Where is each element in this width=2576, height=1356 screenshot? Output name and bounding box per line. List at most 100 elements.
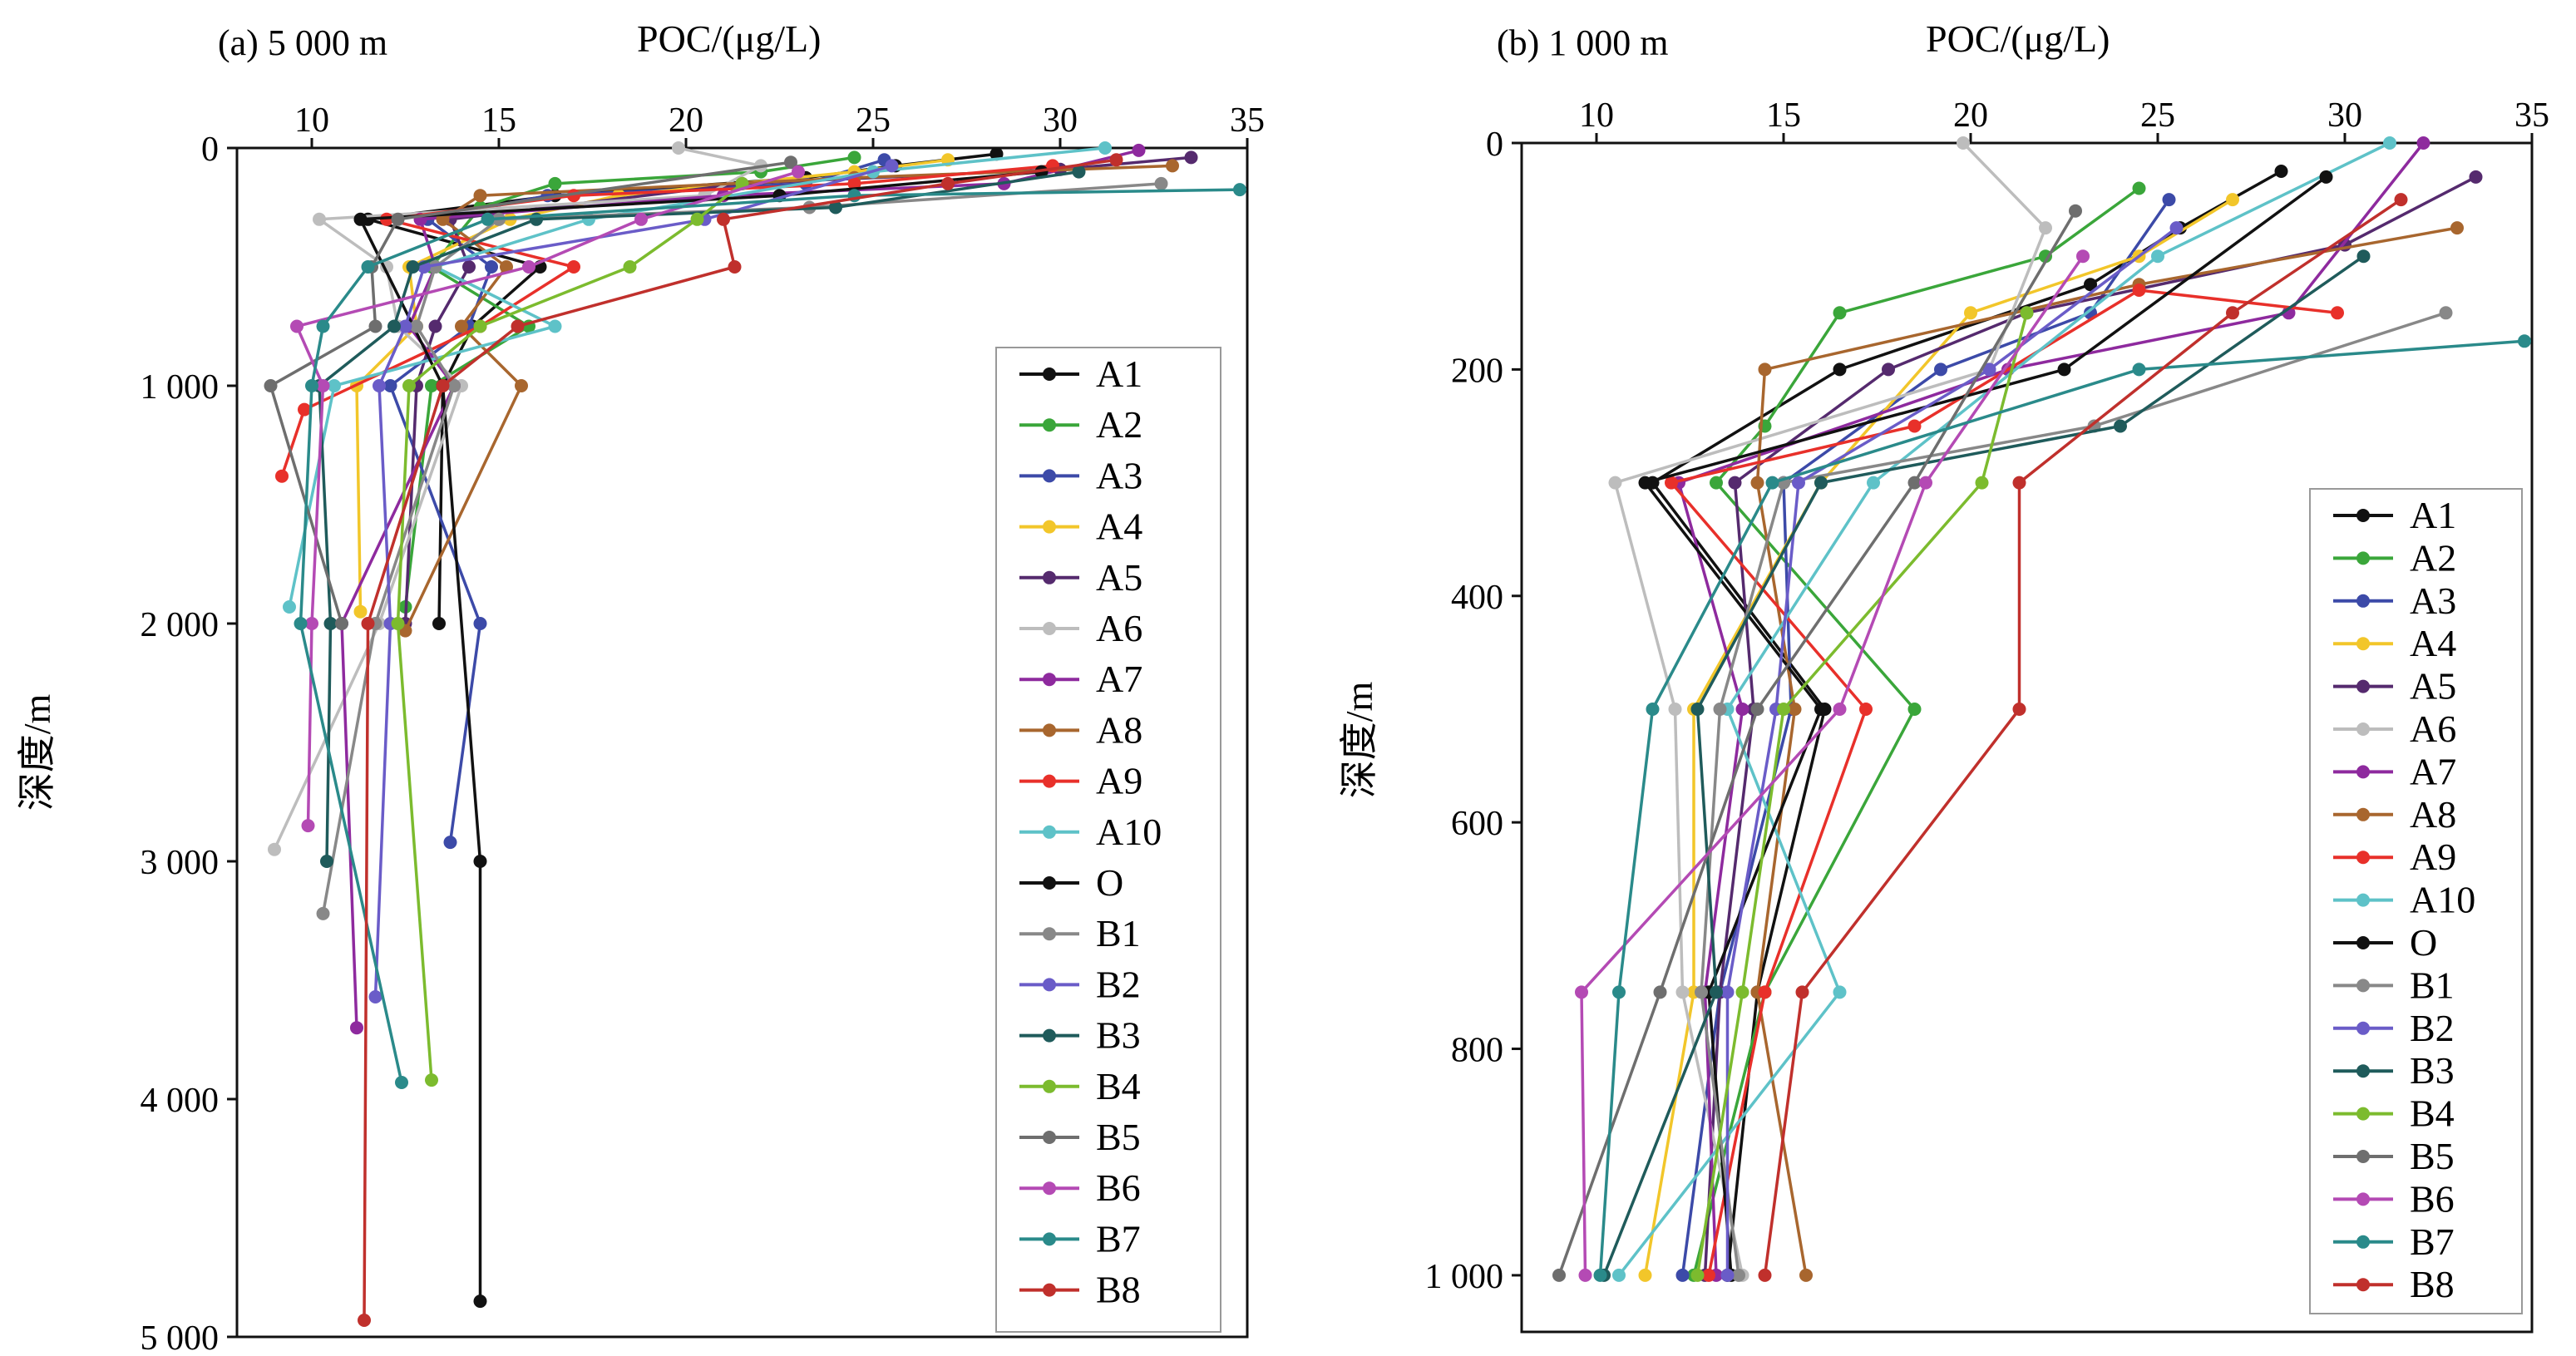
data-point: [623, 260, 637, 274]
data-point: [2012, 703, 2026, 716]
data-point: [1964, 306, 1977, 320]
legend-swatch-marker: [1043, 673, 1056, 687]
series-A10: [1612, 136, 2396, 1282]
legend-label: A9: [1096, 760, 1142, 802]
data-point: [1859, 703, 1873, 716]
data-point: [387, 319, 401, 333]
data-point: [1735, 985, 1749, 999]
data-point: [2319, 170, 2333, 184]
legend-swatch-marker: [1043, 876, 1056, 890]
data-point: [1732, 1268, 1745, 1282]
legend-label: A5: [1096, 556, 1142, 599]
data-point: [2132, 284, 2146, 297]
legend-box: [995, 347, 1221, 1333]
data-point: [301, 819, 315, 833]
data-point: [1109, 153, 1123, 167]
legend-label: A4: [2410, 622, 2456, 664]
data-point: [368, 319, 382, 333]
data-point: [1957, 136, 1970, 150]
legend-swatch-marker: [2356, 807, 2370, 821]
data-point: [2274, 165, 2288, 178]
data-point: [425, 379, 438, 392]
panel-a-title: (a) 5 000 m: [218, 22, 387, 63]
legend-swatch-marker: [2356, 979, 2370, 993]
legend-label: B6: [2410, 1177, 2455, 1220]
data-point: [1675, 985, 1690, 999]
data-point: [2132, 181, 2146, 195]
data-point: [1833, 362, 1847, 377]
data-point: [1982, 362, 1996, 377]
panel-a: (a) 5 000 m POC/(μg/L) 深度/m 10 15 20 25 30 35…: [16, 17, 1265, 1356]
data-point: [1765, 476, 1779, 490]
data-point: [1788, 703, 1802, 716]
data-point: [1184, 150, 1198, 165]
series-line: [1643, 175, 2327, 1276]
panel-b-x-axis-title: POC/(μg/L): [1926, 17, 2110, 60]
data-point: [567, 260, 580, 274]
data-point: [436, 379, 450, 392]
legend-swatch-marker: [2356, 679, 2370, 693]
legend-swatch-marker: [1043, 520, 1056, 534]
data-point: [2132, 362, 2146, 377]
legend-label: A7: [2410, 750, 2456, 792]
data-point: [1690, 1268, 1705, 1282]
legend-label: A3: [2410, 579, 2456, 622]
panel-b-x-ticks: 10 15 20 25 30 35: [1579, 96, 2549, 143]
legend-entry: B6: [2333, 1177, 2455, 1220]
data-point: [847, 150, 861, 165]
legend-entry: B4: [2333, 1092, 2455, 1135]
legend-entry: A1: [2333, 494, 2456, 536]
legend-label: A6: [1096, 607, 1142, 649]
series-line: [1692, 187, 2140, 1276]
data-point: [2439, 306, 2453, 320]
data-point: [2331, 306, 2344, 320]
legend-swatch-marker: [2356, 637, 2370, 651]
legend-entry: A3: [1019, 454, 1142, 496]
data-point: [1814, 703, 1828, 716]
legend-label: A5: [2410, 665, 2456, 708]
data-point: [410, 319, 423, 333]
data-point: [328, 379, 341, 392]
series-line: [1602, 254, 2365, 1276]
legend-swatch-marker: [1043, 367, 1056, 381]
x-tick-label: 30: [2327, 96, 2362, 135]
legend-label: A8: [2410, 793, 2456, 836]
legend-swatch-marker: [1043, 1232, 1056, 1246]
legend-entry: B4: [1019, 1065, 1141, 1107]
series-A6: [268, 141, 767, 856]
x-tick-label: 10: [294, 101, 329, 140]
legend-entry: A9: [1019, 760, 1142, 802]
data-point: [1720, 985, 1735, 999]
legend-label: A1: [2410, 494, 2456, 536]
legend-label: A2: [1096, 403, 1142, 446]
data-point: [485, 260, 498, 274]
series-B3: [1597, 249, 2371, 1282]
legend-label: A4: [1096, 505, 1142, 548]
legend-entry: A1: [1019, 353, 1142, 395]
data-point: [1795, 985, 1809, 999]
panel-b-plot-frame: [1520, 141, 2534, 1334]
data-point: [373, 379, 386, 392]
data-point: [1975, 476, 1989, 490]
series-line: [299, 188, 1241, 1083]
legend-entry: B6: [1019, 1166, 1141, 1209]
data-point: [2226, 193, 2239, 207]
legend-label: A10: [1096, 811, 1162, 853]
legend-label: B8: [1096, 1269, 1141, 1311]
y-tick-label: 5 000: [141, 1319, 220, 1356]
data-point: [353, 604, 368, 619]
series-B4: [1690, 306, 2034, 1282]
legend-entry: A7: [2333, 750, 2456, 792]
data-point: [1814, 476, 1828, 490]
legend-label: A6: [2410, 708, 2456, 750]
legend-swatch-marker: [1043, 1283, 1056, 1297]
data-point: [1720, 1268, 1735, 1282]
data-point: [2169, 221, 2184, 235]
legend-label: B8: [2410, 1263, 2455, 1305]
data-point: [728, 260, 742, 274]
legend-entry: A5: [1019, 556, 1142, 599]
data-point: [1593, 1268, 1607, 1282]
legend-label: B4: [2410, 1092, 2455, 1135]
legend-label: B3: [1096, 1014, 1141, 1057]
series-B4: [391, 176, 749, 1087]
